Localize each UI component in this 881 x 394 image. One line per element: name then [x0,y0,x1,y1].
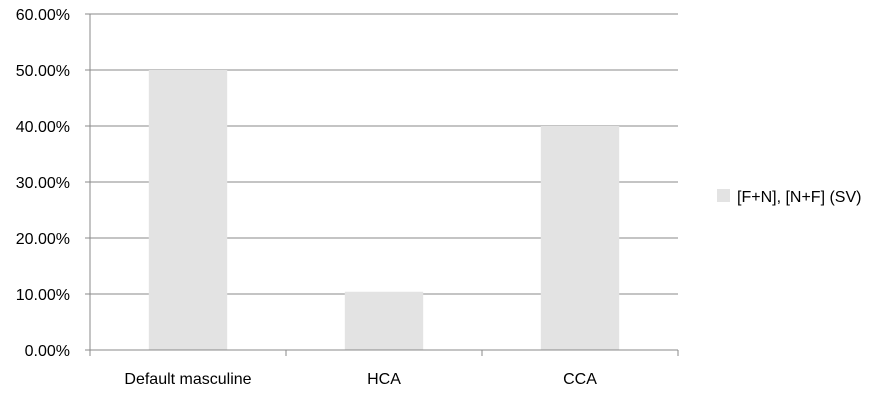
x-tick-label: Default masculine [124,371,251,388]
legend-swatch [717,189,730,202]
axes [85,13,679,356]
y-tick-label: 10.00% [16,287,70,304]
y-tick-label: 60.00% [16,7,70,24]
y-tick-label: 40.00% [16,119,70,136]
bar-cca [540,126,620,350]
x-tick-labels: Default masculine HCA CCA [124,371,597,388]
bar-default-masculine [148,70,228,350]
y-tick-label: 0.00% [25,343,70,360]
x-tick-label: HCA [367,371,401,388]
legend-label: [F+N], [N+F] (SV) [737,189,861,206]
legend: [F+N], [N+F] (SV) [717,189,861,206]
y-tick-label: 50.00% [16,63,70,80]
bars [148,70,620,350]
bar-hca [344,291,424,350]
y-tick-label: 20.00% [16,231,70,248]
y-tick-label: 30.00% [16,175,70,192]
y-tick-labels: 0.00% 10.00% 20.00% 30.00% 40.00% 50.00% 60.00… [16,7,70,360]
x-tick-label: CCA [563,371,597,388]
